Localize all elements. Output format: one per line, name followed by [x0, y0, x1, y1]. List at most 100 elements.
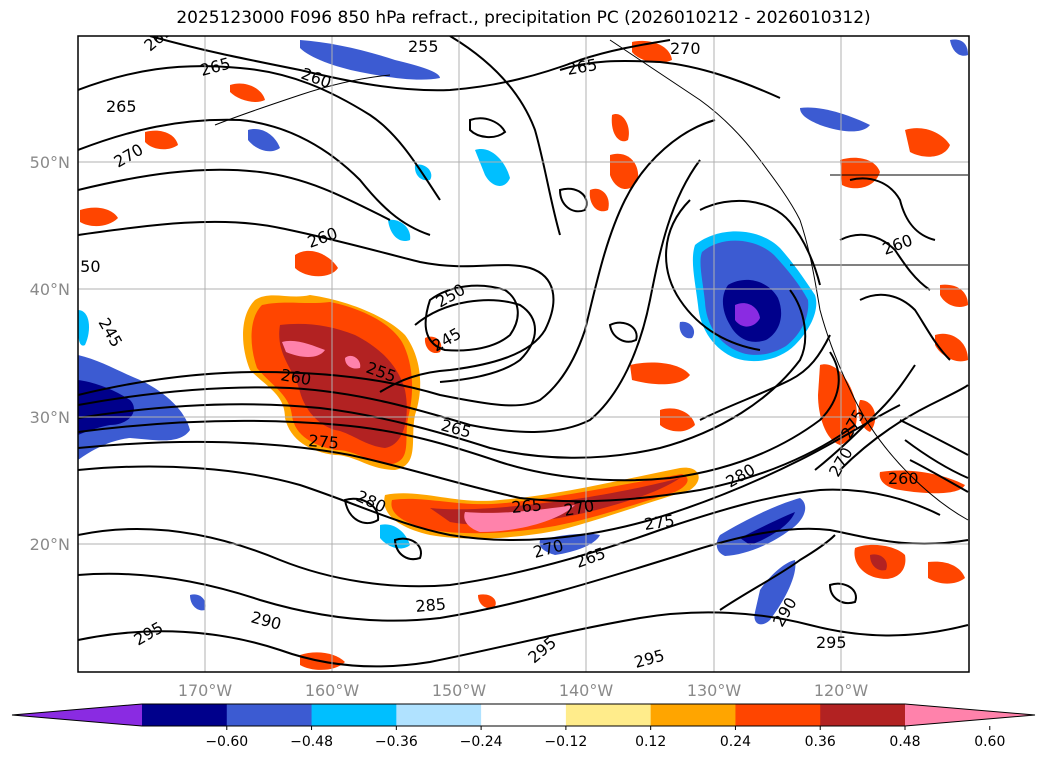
- precip-positive-area: [632, 40, 672, 63]
- colorbar-bin: [226, 704, 313, 726]
- colorbar-outline: [11, 703, 1036, 727]
- coastline: [609, 39, 801, 221]
- contour-line: [559, 59, 781, 99]
- precip-negative-area: [78, 310, 90, 346]
- contour-line: [665, 199, 761, 351]
- lat-label-30n: 30°N: [30, 408, 70, 427]
- lat-label-20n: 20°N: [30, 535, 70, 554]
- lon-label-170w: 170°W: [178, 681, 233, 700]
- colorbar-tick-label: −0.12: [544, 734, 587, 750]
- contour-label: 275: [643, 511, 676, 534]
- precip-positive-area: [478, 594, 496, 609]
- contour-line: [904, 439, 969, 479]
- precip-positive-area: [610, 153, 639, 190]
- contour-line: [78, 65, 441, 201]
- contour-line: [78, 611, 969, 668]
- map-content: 265 255 270 260 265 265 270 265 260 250 …: [70, 36, 969, 672]
- colorbar-tick-label: 0.48: [889, 734, 920, 750]
- contour-line: [449, 36, 561, 236]
- contour-label: 295: [816, 633, 847, 652]
- contour-label: 260: [888, 469, 919, 488]
- contour-line: [78, 168, 391, 221]
- precip-negative-area: [248, 129, 280, 152]
- precip-positive-area: [611, 114, 629, 142]
- precip-positive-area: [282, 340, 325, 357]
- precip-positive-area: [145, 130, 178, 150]
- colorbar-bin: [142, 704, 228, 726]
- contour-line: [899, 419, 969, 456]
- lon-label-150w: 150°W: [432, 681, 487, 700]
- precip-positive-area: [345, 355, 361, 369]
- contour-line: [699, 199, 821, 286]
- contour-line: [78, 351, 840, 482]
- precip-negative-area: [800, 107, 870, 132]
- colorbar-bin: [565, 704, 652, 726]
- contour-line: [393, 537, 422, 560]
- map-panel: [78, 36, 969, 672]
- precip-positive-area: [870, 554, 887, 571]
- precip-negative-area: [950, 39, 968, 56]
- precip-negative-area: [735, 303, 760, 327]
- contour-line: [78, 289, 807, 459]
- precip-positive-area: [660, 408, 695, 432]
- coastline: [214, 74, 391, 126]
- precip-positive-area: [230, 83, 265, 103]
- contour-line: [78, 404, 901, 541]
- contour-line: [78, 488, 941, 588]
- precip-positive-area: [464, 505, 575, 532]
- precip-positive-area: [905, 128, 950, 157]
- precip-positive-area: [858, 400, 876, 432]
- contour-line: [414, 299, 536, 383]
- contour-line: [78, 220, 555, 393]
- latitude-labels: 50°N 40°N 30°N 20°N: [30, 153, 70, 554]
- lat-label-50n: 50°N: [30, 153, 70, 172]
- colorbar-tick-label: 0.60: [974, 734, 1005, 750]
- precip-positive-area: [935, 333, 968, 362]
- contour-line: [719, 534, 836, 611]
- map-title: 2025123000 F096 850 hPa refract., precip…: [176, 8, 871, 28]
- contour-line: [78, 527, 969, 622]
- colorbar-tick-label: 0.36: [805, 734, 836, 750]
- colorbar-tick-label: −0.36: [375, 734, 418, 750]
- colorbar-tick-label: −0.60: [205, 734, 248, 750]
- colorbar-bin: [820, 704, 906, 726]
- precip-negative-area: [300, 40, 440, 80]
- contour-line: [78, 118, 431, 236]
- colorbar-bin: [650, 704, 736, 726]
- colorbar-bin: [396, 704, 482, 726]
- colorbar-tick-label: 0.12: [635, 734, 666, 750]
- contour-line: [78, 424, 856, 503]
- contour-line: [828, 582, 857, 604]
- map-frame: [77, 35, 970, 673]
- colorbar-bin: [735, 704, 821, 726]
- precip-negative-area: [475, 149, 510, 186]
- lon-label-130w: 130°W: [687, 681, 742, 700]
- longitude-labels: 170°W 160°W 150°W 140°W 130°W 120°W: [178, 681, 869, 700]
- contour-label: 265: [511, 495, 543, 517]
- colorbar-bin: [311, 704, 397, 726]
- contour-line: [424, 284, 519, 352]
- precip-negative-area: [190, 594, 206, 611]
- precip-positive-area: [840, 157, 880, 189]
- colorbar-bin: [481, 704, 567, 726]
- contour-label: 250: [70, 257, 101, 276]
- precip-negative-area: [740, 512, 795, 545]
- colorbar-extend-low: [12, 704, 142, 726]
- colorbar-tick-label: −0.24: [460, 734, 503, 750]
- contour-label: 275: [308, 431, 340, 453]
- precip-negative-area: [78, 380, 134, 435]
- refractivity-contours: [78, 36, 969, 668]
- coastline: [799, 219, 969, 521]
- lat-label-40n: 40°N: [30, 280, 70, 299]
- lon-label-120w: 120°W: [814, 681, 869, 700]
- colorbar-tick-label: −0.48: [290, 734, 333, 750]
- precip-positive-area: [80, 207, 118, 227]
- contour-line: [343, 497, 380, 525]
- contour-line: [699, 334, 831, 421]
- precip-positive-area: [928, 561, 965, 584]
- contour-line: [839, 233, 931, 291]
- precip-positive-area: [630, 362, 690, 385]
- precip-negative-area: [388, 219, 411, 242]
- precip-negative-area: [754, 560, 796, 625]
